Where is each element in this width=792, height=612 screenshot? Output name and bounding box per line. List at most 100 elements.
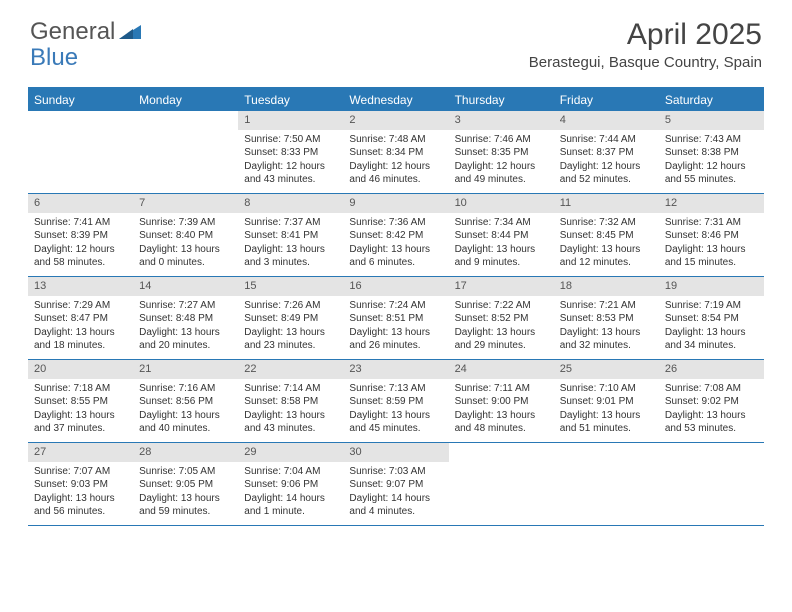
day-content: Sunrise: 7:50 AMSunset: 8:33 PMDaylight:… xyxy=(238,130,343,191)
logo: General xyxy=(30,18,141,46)
daylight-text: Daylight: 14 hours and 4 minutes. xyxy=(349,492,442,519)
week-row: 6Sunrise: 7:41 AMSunset: 8:39 PMDaylight… xyxy=(28,194,764,277)
logo-text-2: Blue xyxy=(30,44,78,72)
day-content: Sunrise: 7:24 AMSunset: 8:51 PMDaylight:… xyxy=(343,296,448,357)
daylight-text: Daylight: 13 hours and 15 minutes. xyxy=(665,243,758,270)
sunrise-text: Sunrise: 7:16 AM xyxy=(139,382,232,396)
sunset-text: Sunset: 9:03 PM xyxy=(34,478,127,492)
sunset-text: Sunset: 8:41 PM xyxy=(244,229,337,243)
day-number: 5 xyxy=(659,111,764,130)
day-header-fri: Friday xyxy=(554,89,659,111)
day-cell: 9Sunrise: 7:36 AMSunset: 8:42 PMDaylight… xyxy=(343,194,448,276)
day-cell: 16Sunrise: 7:24 AMSunset: 8:51 PMDayligh… xyxy=(343,277,448,359)
daylight-text: Daylight: 13 hours and 59 minutes. xyxy=(139,492,232,519)
day-number xyxy=(449,443,554,447)
daylight-text: Daylight: 13 hours and 40 minutes. xyxy=(139,409,232,436)
day-cell: 3Sunrise: 7:46 AMSunset: 8:35 PMDaylight… xyxy=(449,111,554,193)
day-cell: 25Sunrise: 7:10 AMSunset: 9:01 PMDayligh… xyxy=(554,360,659,442)
day-number: 28 xyxy=(133,443,238,462)
day-number: 19 xyxy=(659,277,764,296)
day-content: Sunrise: 7:16 AMSunset: 8:56 PMDaylight:… xyxy=(133,379,238,440)
month-title: April 2025 xyxy=(529,18,762,52)
day-number xyxy=(554,443,659,447)
sunrise-text: Sunrise: 7:18 AM xyxy=(34,382,127,396)
day-content: Sunrise: 7:14 AMSunset: 8:58 PMDaylight:… xyxy=(238,379,343,440)
sunset-text: Sunset: 8:37 PM xyxy=(560,146,653,160)
day-number: 22 xyxy=(238,360,343,379)
page-header: General April 2025 Berastegui, Basque Co… xyxy=(0,0,792,79)
day-content: Sunrise: 7:48 AMSunset: 8:34 PMDaylight:… xyxy=(343,130,448,191)
day-number: 21 xyxy=(133,360,238,379)
day-content: Sunrise: 7:27 AMSunset: 8:48 PMDaylight:… xyxy=(133,296,238,357)
sunset-text: Sunset: 9:06 PM xyxy=(244,478,337,492)
daylight-text: Daylight: 12 hours and 46 minutes. xyxy=(349,160,442,187)
sunset-text: Sunset: 8:52 PM xyxy=(455,312,548,326)
day-content: Sunrise: 7:31 AMSunset: 8:46 PMDaylight:… xyxy=(659,213,764,274)
daylight-text: Daylight: 12 hours and 52 minutes. xyxy=(560,160,653,187)
day-number: 26 xyxy=(659,360,764,379)
day-header-row: Sunday Monday Tuesday Wednesday Thursday… xyxy=(28,89,764,111)
day-number: 4 xyxy=(554,111,659,130)
day-cell: 17Sunrise: 7:22 AMSunset: 8:52 PMDayligh… xyxy=(449,277,554,359)
day-content: Sunrise: 7:39 AMSunset: 8:40 PMDaylight:… xyxy=(133,213,238,274)
daylight-text: Daylight: 13 hours and 26 minutes. xyxy=(349,326,442,353)
daylight-text: Daylight: 13 hours and 32 minutes. xyxy=(560,326,653,353)
sunrise-text: Sunrise: 7:10 AM xyxy=(560,382,653,396)
daylight-text: Daylight: 13 hours and 0 minutes. xyxy=(139,243,232,270)
day-cell: 4Sunrise: 7:44 AMSunset: 8:37 PMDaylight… xyxy=(554,111,659,193)
sunrise-text: Sunrise: 7:24 AM xyxy=(349,299,442,313)
daylight-text: Daylight: 13 hours and 53 minutes. xyxy=(665,409,758,436)
sunrise-text: Sunrise: 7:36 AM xyxy=(349,216,442,230)
day-number: 17 xyxy=(449,277,554,296)
daylight-text: Daylight: 13 hours and 23 minutes. xyxy=(244,326,337,353)
sunrise-text: Sunrise: 7:48 AM xyxy=(349,133,442,147)
sunrise-text: Sunrise: 7:14 AM xyxy=(244,382,337,396)
sunset-text: Sunset: 8:44 PM xyxy=(455,229,548,243)
day-cell: 26Sunrise: 7:08 AMSunset: 9:02 PMDayligh… xyxy=(659,360,764,442)
sunrise-text: Sunrise: 7:26 AM xyxy=(244,299,337,313)
sunset-text: Sunset: 8:51 PM xyxy=(349,312,442,326)
day-number xyxy=(28,111,133,115)
day-content: Sunrise: 7:43 AMSunset: 8:38 PMDaylight:… xyxy=(659,130,764,191)
day-number: 30 xyxy=(343,443,448,462)
sunset-text: Sunset: 8:35 PM xyxy=(455,146,548,160)
day-number: 11 xyxy=(554,194,659,213)
sunset-text: Sunset: 8:34 PM xyxy=(349,146,442,160)
day-cell: 5Sunrise: 7:43 AMSunset: 8:38 PMDaylight… xyxy=(659,111,764,193)
day-number: 29 xyxy=(238,443,343,462)
day-content: Sunrise: 7:07 AMSunset: 9:03 PMDaylight:… xyxy=(28,462,133,523)
day-content: Sunrise: 7:11 AMSunset: 9:00 PMDaylight:… xyxy=(449,379,554,440)
day-content: Sunrise: 7:08 AMSunset: 9:02 PMDaylight:… xyxy=(659,379,764,440)
day-content: Sunrise: 7:41 AMSunset: 8:39 PMDaylight:… xyxy=(28,213,133,274)
daylight-text: Daylight: 12 hours and 43 minutes. xyxy=(244,160,337,187)
day-number: 14 xyxy=(133,277,238,296)
daylight-text: Daylight: 13 hours and 51 minutes. xyxy=(560,409,653,436)
day-cell: 28Sunrise: 7:05 AMSunset: 9:05 PMDayligh… xyxy=(133,443,238,525)
week-row: 27Sunrise: 7:07 AMSunset: 9:03 PMDayligh… xyxy=(28,443,764,526)
daylight-text: Daylight: 14 hours and 1 minute. xyxy=(244,492,337,519)
daylight-text: Daylight: 13 hours and 20 minutes. xyxy=(139,326,232,353)
sunrise-text: Sunrise: 7:27 AM xyxy=(139,299,232,313)
sunrise-text: Sunrise: 7:13 AM xyxy=(349,382,442,396)
day-header-mon: Monday xyxy=(133,89,238,111)
day-content: Sunrise: 7:18 AMSunset: 8:55 PMDaylight:… xyxy=(28,379,133,440)
sunrise-text: Sunrise: 7:34 AM xyxy=(455,216,548,230)
sunrise-text: Sunrise: 7:31 AM xyxy=(665,216,758,230)
sunset-text: Sunset: 8:54 PM xyxy=(665,312,758,326)
day-number: 20 xyxy=(28,360,133,379)
day-content: Sunrise: 7:26 AMSunset: 8:49 PMDaylight:… xyxy=(238,296,343,357)
sunset-text: Sunset: 8:38 PM xyxy=(665,146,758,160)
day-number: 13 xyxy=(28,277,133,296)
daylight-text: Daylight: 13 hours and 45 minutes. xyxy=(349,409,442,436)
daylight-text: Daylight: 13 hours and 37 minutes. xyxy=(34,409,127,436)
day-content: Sunrise: 7:44 AMSunset: 8:37 PMDaylight:… xyxy=(554,130,659,191)
daylight-text: Daylight: 13 hours and 34 minutes. xyxy=(665,326,758,353)
day-cell: 11Sunrise: 7:32 AMSunset: 8:45 PMDayligh… xyxy=(554,194,659,276)
day-cell: 18Sunrise: 7:21 AMSunset: 8:53 PMDayligh… xyxy=(554,277,659,359)
sunset-text: Sunset: 8:45 PM xyxy=(560,229,653,243)
sunrise-text: Sunrise: 7:46 AM xyxy=(455,133,548,147)
day-content: Sunrise: 7:22 AMSunset: 8:52 PMDaylight:… xyxy=(449,296,554,357)
sunrise-text: Sunrise: 7:43 AM xyxy=(665,133,758,147)
day-cell: 12Sunrise: 7:31 AMSunset: 8:46 PMDayligh… xyxy=(659,194,764,276)
sunrise-text: Sunrise: 7:07 AM xyxy=(34,465,127,479)
